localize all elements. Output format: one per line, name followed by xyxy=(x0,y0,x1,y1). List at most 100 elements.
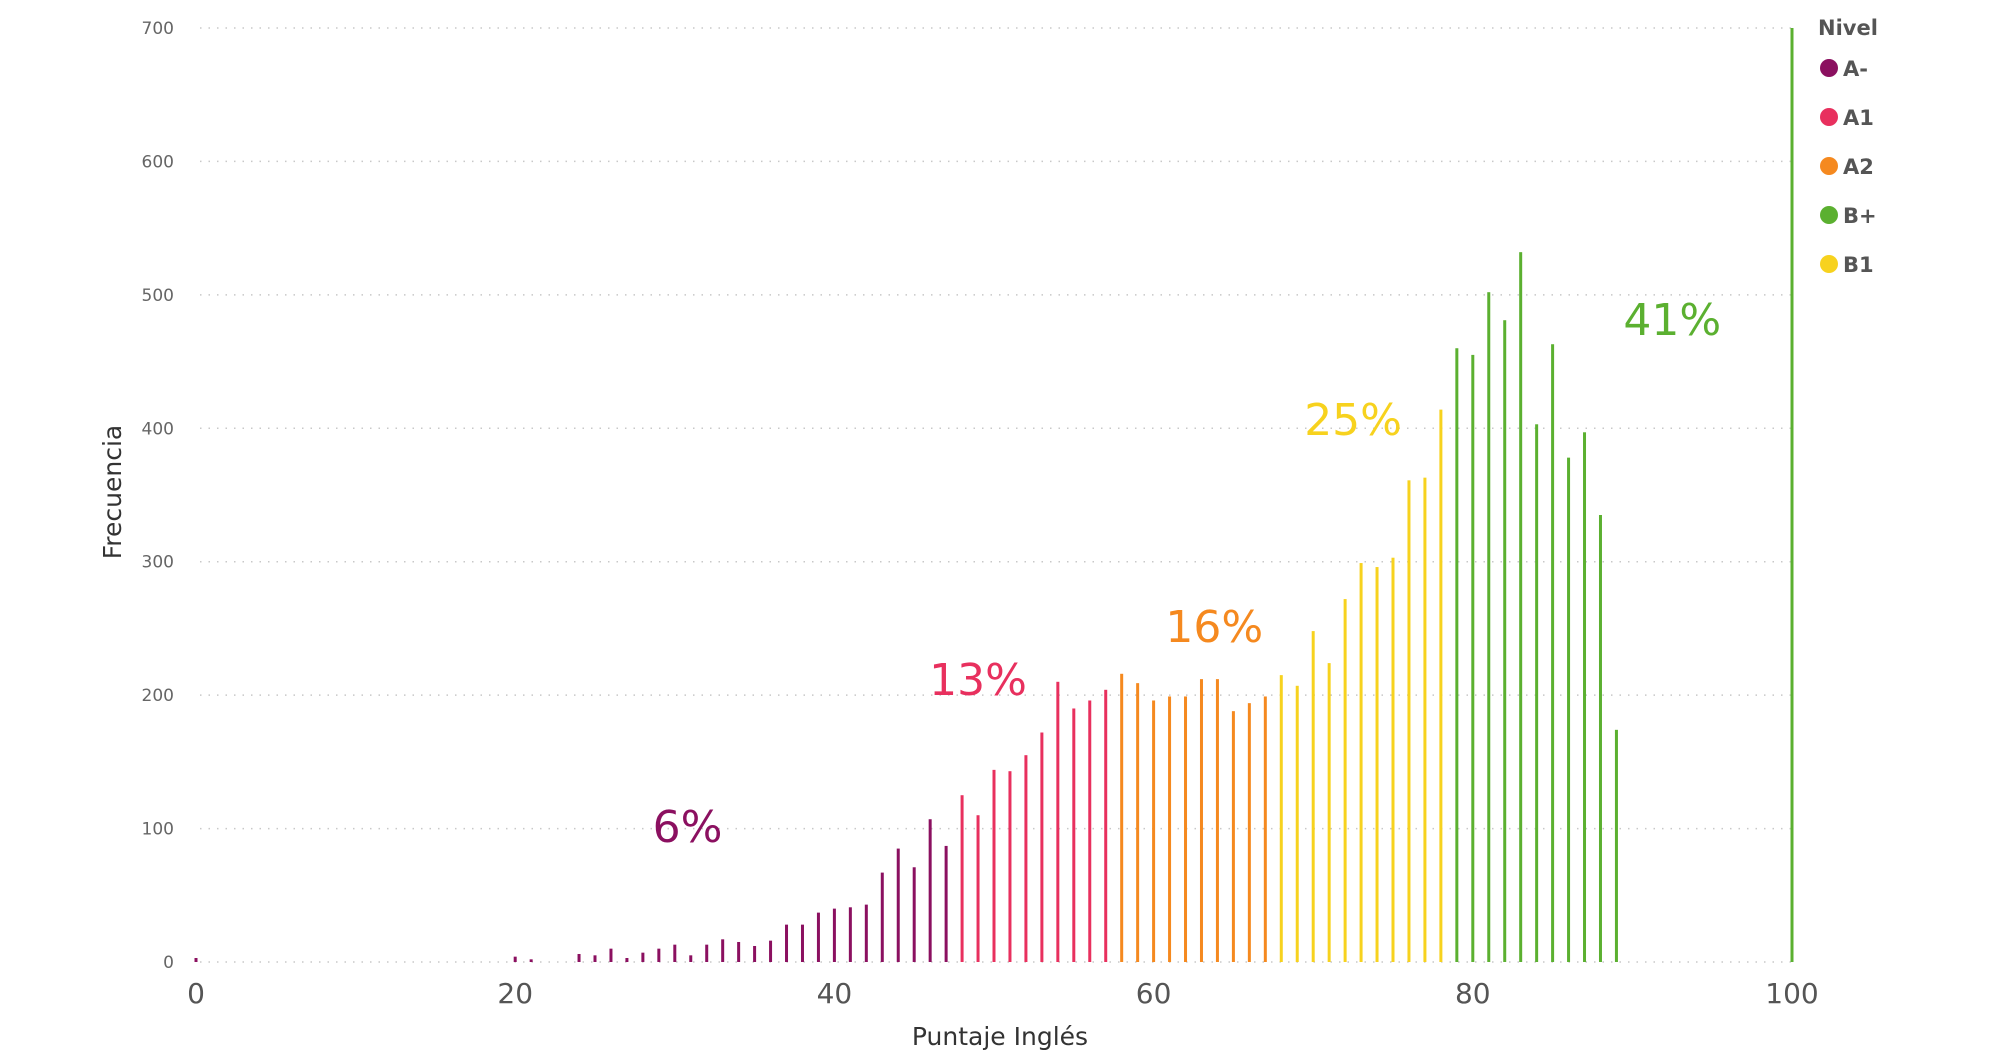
bar-A2 xyxy=(1247,703,1251,962)
bar-B1 xyxy=(1375,567,1379,962)
bar-B+ xyxy=(1503,320,1507,962)
bar-B+ xyxy=(1519,252,1523,962)
bar-A- xyxy=(928,819,932,962)
y-tick-label: 200 xyxy=(142,686,174,706)
legend-marker xyxy=(1820,206,1838,224)
bar-A- xyxy=(864,904,868,962)
bar-A1 xyxy=(1056,681,1060,962)
percentage-label-A1: 13% xyxy=(929,655,1027,706)
bar-A- xyxy=(609,948,613,962)
bar-A1 xyxy=(1104,689,1108,962)
bars xyxy=(194,28,1794,963)
y-tick-label: 100 xyxy=(142,820,174,840)
bar-A- xyxy=(753,945,757,962)
y-tick-label: 400 xyxy=(142,419,174,439)
bar-B1 xyxy=(1295,685,1299,962)
y-tick-label: 600 xyxy=(142,152,174,172)
bar-A- xyxy=(657,948,661,962)
x-tick-label: 0 xyxy=(187,977,205,1010)
bar-A- xyxy=(529,959,533,962)
bar-A- xyxy=(896,848,900,962)
bar-A2 xyxy=(1199,679,1203,962)
x-axis-ticks: 0 20 40 60 80 100 xyxy=(187,977,1819,1010)
bar-B+ xyxy=(1567,457,1571,962)
bar-A- xyxy=(513,956,517,962)
bar-A1 xyxy=(1008,771,1012,962)
bar-A2 xyxy=(1152,700,1156,962)
legend-title: Nivel xyxy=(1818,16,1878,40)
bar-A- xyxy=(689,955,693,962)
bar-B+ xyxy=(1471,354,1475,962)
bar-A- xyxy=(769,940,773,962)
bar-A2 xyxy=(1168,696,1172,962)
bar-B1 xyxy=(1327,663,1331,962)
bar-B+ xyxy=(1790,28,1794,962)
bar-A1 xyxy=(1072,708,1076,962)
x-tick-label: 40 xyxy=(817,977,853,1010)
bar-A2 xyxy=(1231,711,1235,962)
bar-A- xyxy=(816,912,820,962)
bar-A2 xyxy=(1263,696,1267,962)
bar-A- xyxy=(625,957,629,962)
bar-A- xyxy=(673,944,677,962)
legend-marker xyxy=(1820,157,1838,175)
y-tick-label: 0 xyxy=(163,953,174,973)
x-tick-label: 60 xyxy=(1136,977,1172,1010)
percentage-labels: 6% 13% 16% 25% 41% xyxy=(653,295,1722,853)
bar-A- xyxy=(800,924,804,962)
legend-label: B1 xyxy=(1843,253,1874,277)
bar-B+ xyxy=(1583,432,1587,962)
bar-B1 xyxy=(1311,631,1315,962)
legend-marker xyxy=(1820,108,1838,126)
bar-A- xyxy=(848,907,852,962)
bar-B1 xyxy=(1439,409,1443,962)
legend-marker xyxy=(1820,255,1838,273)
bar-A1 xyxy=(1040,732,1044,962)
bar-A- xyxy=(832,908,836,962)
bar-A- xyxy=(737,941,741,962)
bar-A- xyxy=(194,957,198,962)
bar-B1 xyxy=(1343,599,1347,962)
bar-B1 xyxy=(1391,557,1395,962)
legend-label: A2 xyxy=(1843,155,1874,179)
bar-B+ xyxy=(1598,515,1602,962)
bar-B+ xyxy=(1614,729,1618,962)
bar-A- xyxy=(705,944,709,962)
bar-A- xyxy=(641,952,645,962)
bar-B+ xyxy=(1535,424,1539,963)
bar-A1 xyxy=(960,795,964,962)
bar-B1 xyxy=(1407,480,1411,962)
bar-A- xyxy=(577,953,581,962)
bar-A1 xyxy=(1088,700,1092,962)
bar-A2 xyxy=(1136,683,1140,962)
percentage-label-A-: 6% xyxy=(653,802,723,853)
gridlines xyxy=(200,27,1795,963)
bar-B1 xyxy=(1423,477,1427,962)
bar-A- xyxy=(912,867,916,962)
bar-A1 xyxy=(992,769,996,962)
bar-A- xyxy=(721,939,725,962)
percentage-label-B1: 25% xyxy=(1304,395,1402,446)
legend-label: B+ xyxy=(1843,204,1877,228)
bar-A1 xyxy=(976,815,980,962)
legend: Nivel A- A1 A2 B+ B1 xyxy=(1818,16,1878,277)
legend-marker xyxy=(1820,59,1838,77)
bar-B+ xyxy=(1487,292,1491,962)
bar-B1 xyxy=(1359,563,1363,962)
x-tick-label: 20 xyxy=(497,977,533,1010)
bar-A2 xyxy=(1215,679,1219,962)
x-tick-label: 100 xyxy=(1765,977,1818,1010)
bar-A- xyxy=(944,845,948,962)
bar-A- xyxy=(593,955,597,962)
percentage-label-B+: 41% xyxy=(1623,295,1721,346)
legend-label: A- xyxy=(1843,57,1868,81)
x-axis-title: Puntaje Inglés xyxy=(912,1022,1088,1051)
y-axis-ticks: 0 100 200 300 400 500 600 700 xyxy=(142,19,174,973)
bar-A2 xyxy=(1184,696,1188,962)
y-tick-label: 300 xyxy=(142,553,174,573)
y-tick-label: 500 xyxy=(142,286,174,306)
y-axis-title: Frecuencia xyxy=(98,425,127,560)
bar-A1 xyxy=(1024,755,1028,962)
bar-B+ xyxy=(1455,348,1459,962)
